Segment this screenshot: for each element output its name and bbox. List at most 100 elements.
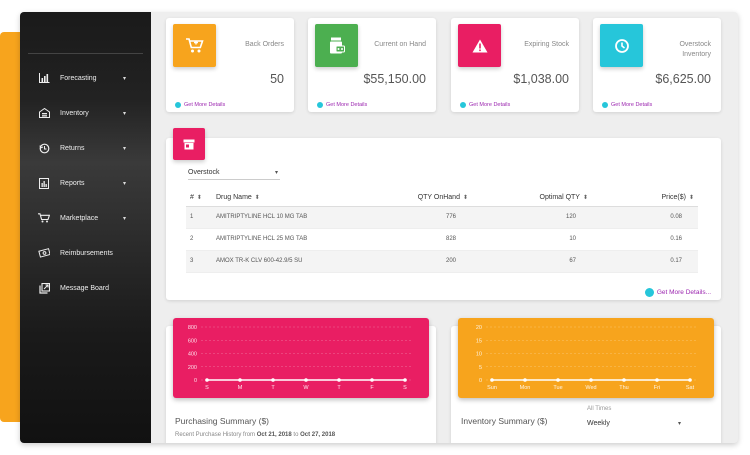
table-row[interactable]: 3 AMOX TR-K CLV 600-42.9/5 SU 200 67 0.1… — [186, 250, 698, 273]
purchasing-summary-subtitle: Recent Purchase History from Oct 21, 201… — [175, 432, 336, 438]
info-icon — [175, 102, 181, 108]
data-point — [655, 378, 659, 382]
cell-drug-name: AMITRIPTYLINE HCL 25 MG TAB — [212, 228, 362, 251]
stat-value: $1,038.00 — [513, 72, 569, 86]
cell-qty-onhand: 200 — [362, 250, 472, 273]
table-row[interactable]: 1 AMITRIPTYLINE HCL 10 MG TAB 776 120 0.… — [186, 206, 698, 229]
column-header-number[interactable]: # ⬍ — [186, 190, 212, 207]
purchasing-chart-svg: 800 600 400 200 0 S M T W T F S — [188, 325, 411, 391]
sidebar-item-reimbursements[interactable]: Reimbursements — [38, 245, 146, 261]
x-tick-label: W — [303, 385, 309, 391]
y-tick-label: 0 — [194, 378, 197, 384]
sidebar-item-marketplace[interactable]: Marketplace ▾ — [38, 210, 146, 226]
y-tick-label: 400 — [188, 352, 197, 358]
store-icon — [173, 128, 205, 160]
table-row[interactable]: 2 AMITRIPTYLINE HCL 25 MG TAB 828 10 0.1… — [186, 228, 698, 251]
sidebar: Forecasting ▾ Inventory ▾ Returns ▾ Repo… — [20, 12, 151, 443]
y-tick-label: 0 — [479, 378, 482, 384]
data-point — [205, 378, 209, 382]
data-point — [370, 378, 374, 382]
get-more-details-link[interactable]: Get More Details — [602, 102, 652, 108]
get-more-details-link[interactable]: Get More Details — [317, 102, 367, 108]
sort-icon: ⬍ — [196, 195, 202, 202]
chevron-down-icon: ▾ — [122, 110, 126, 117]
y-tick-label: 20 — [476, 325, 482, 331]
money-icon — [38, 247, 50, 259]
stat-card-expiring-stock: Expiring Stock $1,038.00 Get More Detail… — [451, 18, 579, 112]
data-point — [523, 378, 527, 382]
sort-icon: ⬍ — [688, 195, 694, 202]
stat-value: $6,625.00 — [655, 72, 711, 86]
purchasing-summary-title: Purchasing Summary ($) — [175, 416, 270, 426]
get-more-details-link[interactable]: Get More Details — [175, 102, 225, 108]
sidebar-item-label: Marketplace — [60, 214, 99, 222]
column-header-drug-name[interactable]: Drug Name ⬍ — [212, 190, 362, 207]
x-tick-label: S — [403, 385, 407, 391]
column-header-optimal-qty[interactable]: Optimal QTY ⬍ — [472, 190, 592, 207]
sidebar-item-message-board[interactable]: Message Board — [38, 280, 146, 296]
stat-title: Expiring Stock — [524, 41, 569, 48]
x-tick-label: S — [205, 385, 209, 391]
y-tick-label: 5 — [479, 365, 482, 371]
stat-card-overstock-inventory: Overstock Inventory $6,625.00 Get More D… — [593, 18, 721, 112]
get-more-details-link[interactable]: Get More Details... — [644, 288, 711, 297]
chevron-down-icon: ▾ — [274, 170, 278, 176]
data-point — [589, 378, 593, 382]
purchasing-chart: 800 600 400 200 0 S M T W T F S — [173, 318, 429, 398]
overstock-table: # ⬍ Drug Name ⬍ QTY OnHand ⬍ Optimal QTY ⬍ P… — [186, 190, 698, 273]
sidebar-item-forecasting[interactable]: Forecasting ▾ — [38, 70, 146, 86]
x-tick-label: Mon — [520, 385, 531, 391]
cell-drug-name: AMITRIPTYLINE HCL 10 MG TAB — [212, 206, 362, 229]
sidebar-item-inventory[interactable]: Inventory ▾ — [38, 105, 146, 121]
cell-number: 1 — [186, 206, 212, 229]
sidebar-divider — [28, 53, 143, 54]
chevron-down-icon: ▾ — [122, 75, 126, 82]
y-tick-label: 15 — [476, 338, 482, 344]
cell-optimal-qty: 120 — [472, 206, 592, 229]
inventory-chart-svg: 20 15 10 5 0 Sun Mon Tue Wed Thu Fri Sat — [476, 325, 696, 391]
warehouse-icon — [38, 107, 50, 119]
cell-price: 0.08 — [592, 206, 698, 229]
x-tick-label: F — [370, 385, 374, 391]
get-more-details-link[interactable]: Get More Details — [460, 102, 510, 108]
chevron-down-icon: ▾ — [122, 145, 126, 152]
link-text: Get More Details — [326, 102, 368, 108]
range-label: All Times — [587, 406, 612, 412]
chevron-down-icon: ▾ — [122, 180, 126, 187]
x-tick-label: Thu — [619, 385, 628, 391]
cell-qty-onhand: 776 — [362, 206, 472, 229]
stat-title: Current on Hand — [374, 41, 426, 48]
cell-drug-name: AMOX TR-K CLV 600-42.9/5 SU — [212, 250, 362, 273]
sidebar-item-reports[interactable]: Reports ▾ — [38, 175, 146, 191]
inventory-summary-card: 20 15 10 5 0 Sun Mon Tue Wed Thu Fri Sat Inventory … — [451, 318, 721, 443]
overstock-table-card: Overstock ▾ # ⬍ Drug Name ⬍ QTY OnHand ⬍ Op… — [166, 128, 721, 300]
report-icon — [38, 177, 50, 189]
data-point — [556, 378, 560, 382]
cell-optimal-qty: 10 — [472, 228, 592, 251]
y-tick-label: 200 — [188, 365, 197, 371]
info-icon — [460, 102, 466, 108]
period-select[interactable]: Weekly ▾ — [587, 417, 681, 429]
message-icon — [38, 282, 50, 294]
info-icon — [317, 102, 323, 108]
cell-qty-onhand: 828 — [362, 228, 472, 251]
data-point — [271, 378, 275, 382]
x-tick-label: M — [238, 385, 243, 391]
inventory-chart: 20 15 10 5 0 Sun Mon Tue Wed Thu Fri Sat — [458, 318, 714, 398]
sort-icon: ⬍ — [254, 195, 260, 202]
stat-value: $55,150.00 — [363, 72, 426, 86]
sidebar-item-label: Returns — [60, 144, 85, 152]
column-header-price[interactable]: Price($) ⬍ — [592, 190, 698, 207]
stat-card-back-orders: Back Orders 50 Get More Details — [166, 18, 294, 112]
sidebar-item-label: Message Board — [60, 284, 110, 292]
inventory-summary-title: Inventory Summary ($) — [461, 416, 548, 426]
sidebar-item-label: Inventory — [60, 109, 89, 117]
data-point — [403, 378, 407, 382]
x-tick-label: Fri — [654, 385, 660, 391]
x-tick-label: Wed — [585, 385, 596, 391]
column-header-qty-onhand[interactable]: QTY OnHand ⬍ — [362, 190, 472, 207]
inventory-filter-select[interactable]: Overstock ▾ — [188, 166, 280, 180]
stat-title: Overstock Inventory — [679, 41, 711, 58]
data-point — [304, 378, 308, 382]
sidebar-item-returns[interactable]: Returns ▾ — [38, 140, 146, 156]
